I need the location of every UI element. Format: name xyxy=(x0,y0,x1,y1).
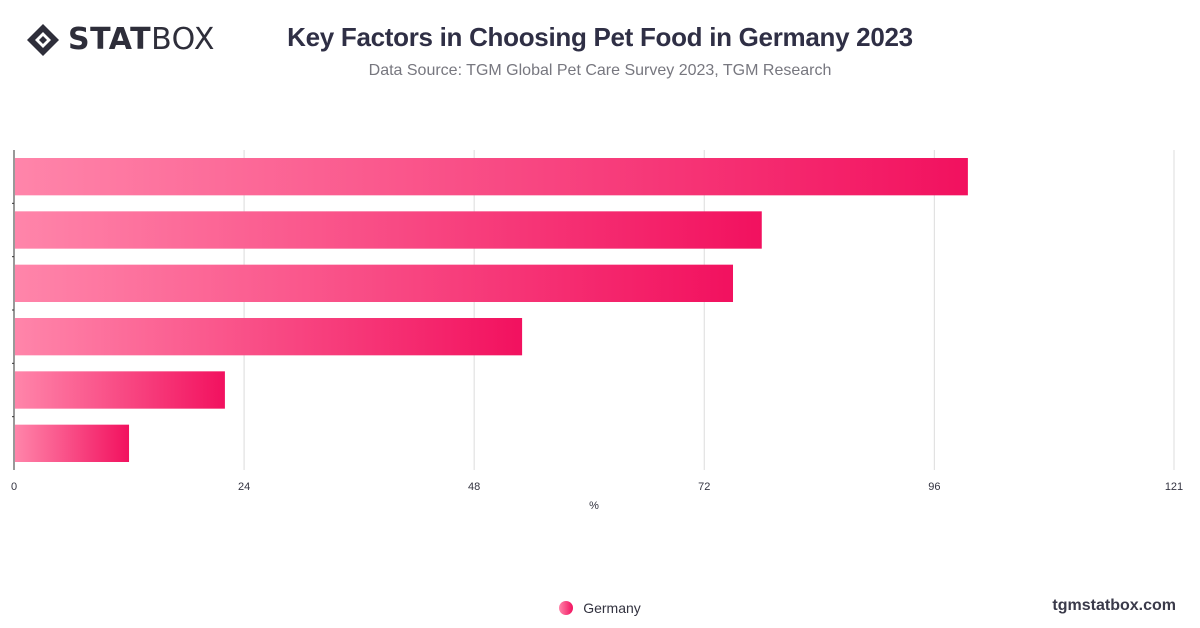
x-tick-label: 48 xyxy=(468,481,480,493)
x-tick-label: 72 xyxy=(698,481,710,493)
x-tick-label: 96 xyxy=(928,481,940,493)
bar-germany[interactable] xyxy=(15,158,968,196)
chart-subtitle: Data Source: TGM Global Pet Care Survey … xyxy=(368,62,832,79)
bar-germany[interactable] xyxy=(15,264,734,302)
chart-legend: Germany xyxy=(0,600,1200,616)
bar-germany[interactable] xyxy=(15,371,225,409)
bar-germany[interactable] xyxy=(15,424,130,462)
x-tick-label: 0 xyxy=(11,481,17,493)
legend-label-germany: Germany xyxy=(583,600,641,616)
diamond-logo-icon xyxy=(27,24,59,56)
logo-text: STATBOX xyxy=(68,22,215,58)
statbox-logo: STATBOX xyxy=(26,22,215,58)
x-axis-label: % xyxy=(589,500,599,512)
legend-marker-icon xyxy=(559,601,574,615)
x-tick-label: 24 xyxy=(238,481,250,493)
bar-germany[interactable] xyxy=(15,211,762,249)
logo-text-bold: STAT xyxy=(68,22,152,57)
x-tick-label: 121 xyxy=(1165,481,1183,493)
website-label: tgmstatbox.com xyxy=(1052,597,1176,614)
chart-title: Key Factors in Choosing Pet Food in Germ… xyxy=(287,22,913,52)
bar-germany[interactable] xyxy=(15,318,523,356)
logo-text-light: BOX xyxy=(151,22,215,57)
